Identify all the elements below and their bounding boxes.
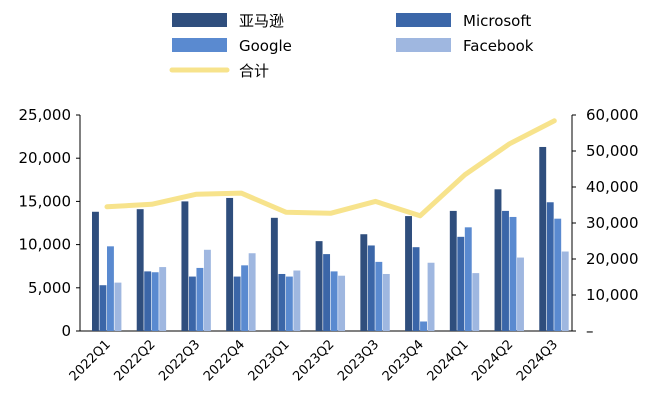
bar-Google-2024Q3 [554,218,562,331]
left-tick-label: 15,000 [19,192,72,210]
bar-Microsoft-2022Q2 [144,271,152,331]
lines [104,118,557,219]
bar-亚马逊-2024Q2 [494,189,502,331]
bar-Facebook-2022Q4 [248,253,256,331]
bar-Microsoft-2024Q3 [546,202,554,331]
bar-Facebook-2024Q3 [561,251,569,331]
legend: 亚马逊 Microsoft Google Facebook 合计 [169,12,534,80]
right-tick-label: 60,000 [586,106,639,124]
bar-亚马逊-2022Q3 [181,201,189,331]
bar-Google-2022Q4 [241,265,249,331]
bar-Google-2023Q3 [375,261,383,331]
bar-亚马逊-2024Q1 [449,210,457,331]
bar-Facebook-2024Q2 [517,257,524,331]
bar-Google-2023Q2 [330,271,338,331]
bar-Facebook-2024Q1 [472,273,480,331]
bar-Google-2022Q1 [107,246,114,331]
bar-Microsoft-2023Q2 [323,254,331,331]
bar-Google-2024Q2 [509,216,517,331]
x-tick-label: 2023Q4 [380,337,427,384]
right-tick-label: 40,000 [586,178,639,196]
x-tick-label: 2022Q4 [201,337,248,384]
bar-亚马逊-2023Q2 [315,241,323,331]
right-tick-label: – [586,322,594,340]
legend-swatch-亚马逊 [172,13,227,27]
left-tick-label: 10,000 [19,236,72,254]
bar-Microsoft-2022Q1 [99,285,107,331]
bar-亚马逊-2024Q3 [539,146,547,331]
bar-亚马逊-2023Q4 [405,216,412,331]
x-tick-label: 2023Q1 [246,337,293,384]
legend-swatch-Facebook [396,38,451,52]
legend-swatch-Google [172,38,227,52]
bar-Google-2023Q4 [420,321,427,331]
bar-Google-2023Q1 [285,276,293,331]
category-labels: 2022Q12022Q22022Q32022Q42023Q12023Q22023… [67,337,561,384]
bar-Microsoft-2022Q4 [233,276,241,331]
bar-Microsoft-2022Q3 [188,276,196,331]
bar-亚马逊-2022Q2 [136,209,144,331]
bars [92,146,569,331]
bar-Microsoft-2024Q1 [457,236,465,331]
bar-亚马逊-2022Q1 [92,211,99,331]
left-tick-label: 25,000 [19,106,72,124]
legend-label: Microsoft [463,12,531,30]
bar-Google-2024Q1 [464,227,472,331]
bar-亚马逊-2022Q4 [226,197,234,331]
right-tick-label: 10,000 [586,286,639,304]
bar-Facebook-2023Q3 [382,273,390,331]
bar-Google-2022Q3 [196,267,204,331]
x-tick-label: 2024Q2 [469,337,516,384]
legend-label: 亚马逊 [239,12,284,30]
legend-label: Facebook [463,37,534,55]
x-tick-label: 2022Q2 [111,337,158,384]
bar-亚马逊-2023Q1 [270,217,278,331]
bar-Facebook-2023Q4 [427,262,435,331]
bar-Microsoft-2023Q1 [278,273,286,331]
right-tick-label: 20,000 [586,250,639,268]
bar-Facebook-2023Q1 [293,270,301,331]
left-tick-label: 0 [61,322,71,340]
x-tick-label: 2024Q3 [514,337,561,384]
right-tick-label: 30,000 [586,214,639,232]
legend-label: Google [239,37,292,55]
legend-swatch-Microsoft [396,13,451,27]
bar-Facebook-2023Q2 [338,275,346,331]
bar-亚马逊-2023Q3 [360,234,368,331]
x-tick-label: 2022Q3 [156,337,203,384]
bar-Microsoft-2023Q4 [412,247,420,331]
x-tick-label: 2023Q2 [290,337,337,384]
legend-label: 合计 [239,62,269,80]
axes: 0 5,000 10,000 15,000 20,000 25,000 – 10,000 20,… [19,106,639,340]
bar-Facebook-2022Q3 [203,249,211,331]
bar-Facebook-2022Q1 [114,282,122,331]
x-tick-label: 2022Q1 [67,337,114,384]
left-tick-label: 5,000 [28,279,71,297]
right-tick-label: 50,000 [586,142,639,160]
x-tick-label: 2024Q1 [425,337,472,384]
left-tick-label: 20,000 [19,149,72,167]
bar-Facebook-2022Q2 [159,267,167,331]
line-series-合计 [104,118,557,219]
bar-Microsoft-2023Q3 [367,245,375,331]
bar-Google-2022Q2 [151,272,159,331]
x-tick-label: 2023Q3 [335,337,382,384]
bar-Microsoft-2024Q2 [502,210,509,331]
